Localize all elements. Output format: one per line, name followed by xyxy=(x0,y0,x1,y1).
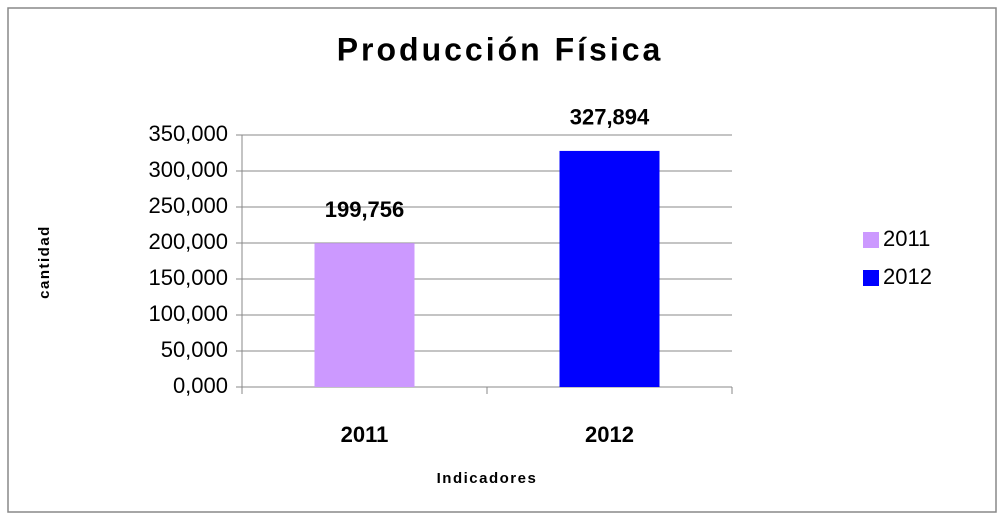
data-label: 327,894 xyxy=(570,105,650,130)
x-tick-label: 2012 xyxy=(585,422,634,447)
legend-swatch xyxy=(863,270,879,286)
y-tick-label: 350,000 xyxy=(148,121,228,146)
x-tick-label: 2011 xyxy=(341,422,389,447)
chart-title: Producción Física xyxy=(337,31,664,67)
y-tick-label: 50,000 xyxy=(161,337,228,362)
legend-label: 2012 xyxy=(883,264,932,289)
y-tick-label: 300,000 xyxy=(148,157,228,182)
y-tick-label: 0,000 xyxy=(173,373,228,398)
y-axis-label: cantidad xyxy=(36,225,53,299)
x-axis-label: Indicadores xyxy=(437,470,538,487)
chart-border xyxy=(7,7,997,513)
y-tick-label: 150,000 xyxy=(148,265,228,290)
y-tick-label: 100,000 xyxy=(148,301,228,326)
legend-swatch xyxy=(863,232,879,248)
data-label: 199,756 xyxy=(325,197,405,222)
bar xyxy=(559,150,660,387)
bar xyxy=(314,243,415,387)
y-tick-label: 250,000 xyxy=(148,193,228,218)
y-tick-label: 200,000 xyxy=(148,229,228,254)
legend-label: 2011 xyxy=(883,226,930,251)
